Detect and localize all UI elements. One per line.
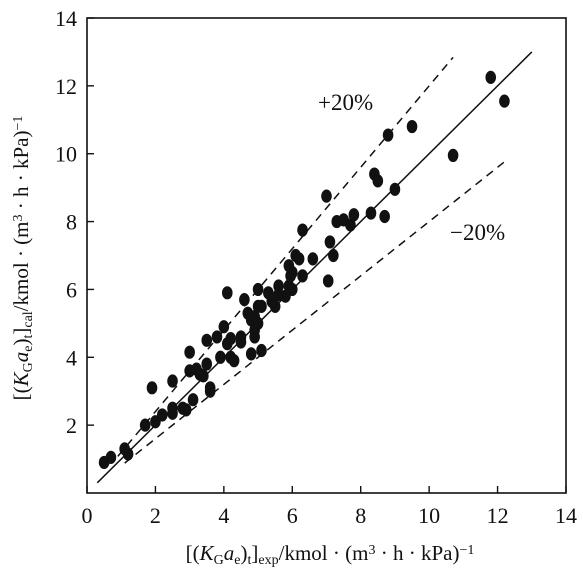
data-point — [156, 408, 168, 422]
data-point — [256, 343, 267, 358]
annotation-plus-20: +20% — [318, 90, 373, 115]
data-point — [297, 269, 308, 283]
data-point — [239, 293, 250, 307]
data-point — [167, 406, 178, 420]
data-point — [201, 333, 213, 347]
data-point — [499, 94, 510, 108]
x-axis-label: [(KGae)t]exp/kmol · (m3 · h · kPa)−1 — [186, 541, 475, 568]
data-point — [187, 393, 199, 407]
axis-ticks: 0 2 4 6 8 10 12 14 2 4 6 8 10 12 14 — [55, 6, 577, 528]
y-axis-label: [(KGae)t]cal/kmol · (m3 · h · kPa)−1 — [9, 116, 36, 401]
data-point — [297, 223, 308, 237]
data-point — [389, 182, 401, 196]
y-tick-label-1: 4 — [66, 345, 77, 370]
data-point — [167, 374, 178, 388]
data-point — [256, 299, 267, 313]
data-point — [406, 119, 418, 134]
data-point — [201, 357, 213, 371]
data-points — [98, 70, 510, 470]
reference-line-2 — [124, 161, 505, 464]
data-point — [218, 320, 230, 334]
data-point — [252, 282, 264, 297]
data-point — [293, 252, 305, 266]
x-tick-label-7: 14 — [555, 503, 577, 528]
data-point — [122, 447, 134, 461]
x-tick-label-1: 2 — [150, 503, 161, 528]
data-point — [139, 418, 151, 432]
data-point — [324, 235, 336, 249]
data-point — [372, 174, 384, 188]
x-tick-label-5: 10 — [418, 503, 440, 528]
data-point — [211, 330, 223, 344]
data-point — [215, 350, 226, 364]
data-point — [221, 286, 233, 300]
y-tick-label-5: 12 — [55, 74, 77, 99]
data-point — [252, 316, 264, 330]
data-point — [204, 384, 216, 398]
y-tick-label-4: 10 — [55, 142, 77, 167]
x-tick-label-3: 6 — [287, 503, 298, 528]
data-point — [379, 209, 390, 224]
data-point — [365, 206, 377, 220]
y-tick-label-2: 6 — [66, 277, 77, 302]
data-point — [286, 282, 298, 297]
data-point — [245, 347, 257, 361]
data-point — [382, 128, 394, 142]
data-point — [345, 218, 356, 232]
data-point — [105, 450, 117, 464]
data-point — [286, 265, 298, 280]
y-tick-label-0: 2 — [66, 413, 77, 438]
data-point — [321, 189, 332, 203]
data-point — [235, 330, 247, 344]
data-point — [198, 369, 209, 383]
data-point — [184, 345, 195, 359]
annotation-minus-20: −20% — [450, 220, 505, 245]
data-point — [322, 274, 334, 288]
data-point — [485, 70, 497, 84]
y-tick-label-6: 14 — [55, 6, 77, 31]
x-tick-label-4: 8 — [355, 503, 366, 528]
reference-line-1 — [117, 56, 454, 457]
data-point — [348, 208, 360, 222]
data-point — [180, 403, 192, 417]
data-point — [307, 252, 319, 266]
data-point — [328, 248, 339, 263]
x-tick-label-0: 0 — [82, 503, 93, 528]
data-point — [447, 148, 459, 163]
data-point — [225, 332, 236, 346]
plot-frame — [86, 17, 567, 494]
x-tick-label-6: 12 — [487, 503, 509, 528]
x-tick-label-2: 4 — [218, 503, 229, 528]
data-point — [269, 299, 281, 313]
y-tick-label-3: 8 — [66, 210, 77, 235]
data-point — [146, 381, 158, 395]
data-point — [228, 354, 240, 368]
